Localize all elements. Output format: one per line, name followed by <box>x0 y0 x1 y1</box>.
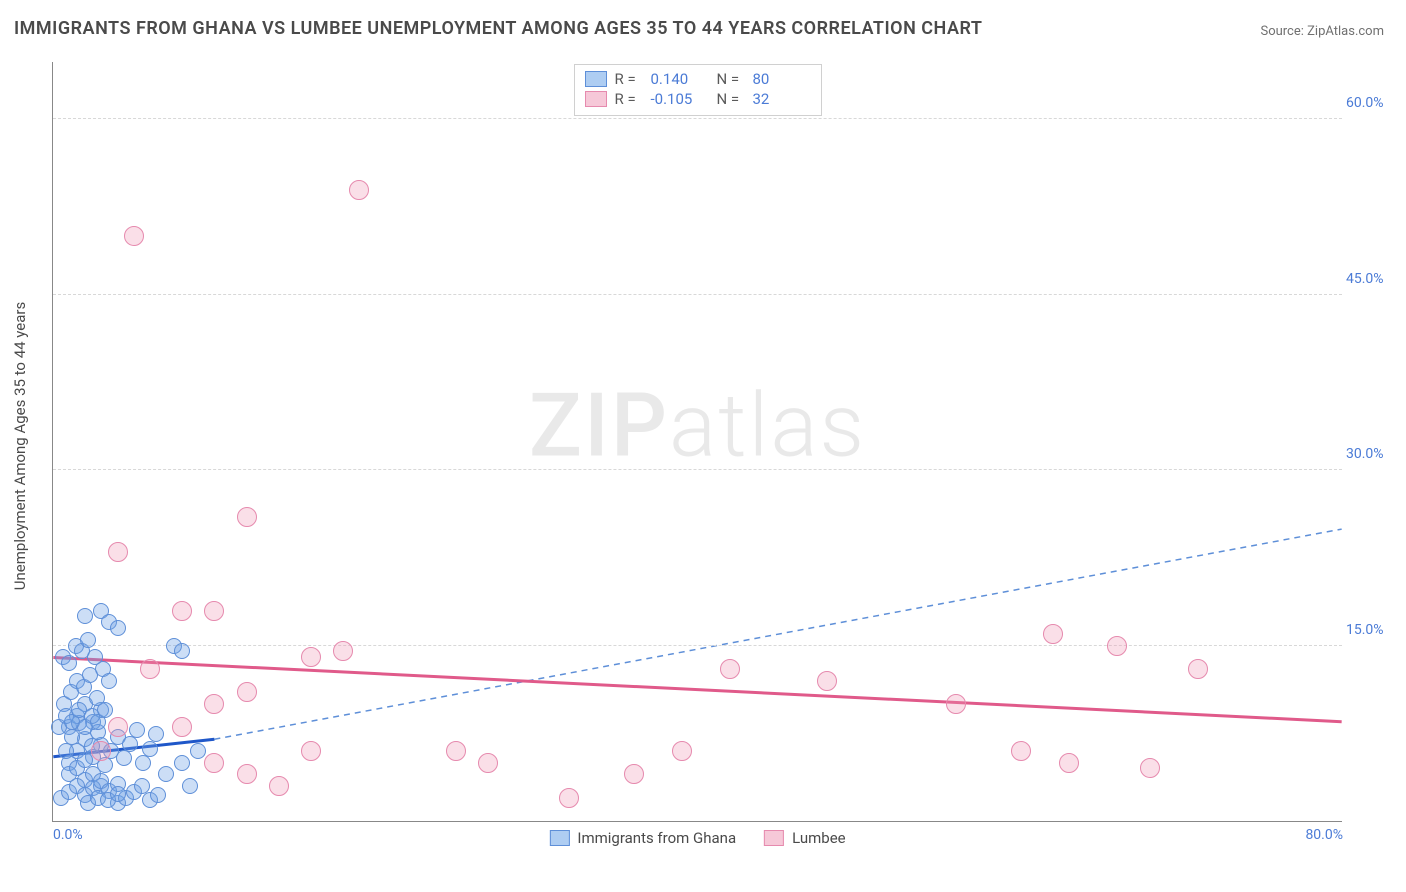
data-point-lumbee <box>301 741 321 761</box>
data-point-ghana <box>110 786 126 802</box>
data-point-lumbee <box>301 647 321 667</box>
legend-R-value: -0.105 <box>651 90 709 108</box>
legend-N-value: 80 <box>753 70 811 88</box>
y-tick-label: 45.0% <box>1346 271 1400 287</box>
source-label: Source: ZipAtlas.com <box>1260 24 1384 39</box>
data-point-lumbee <box>1107 636 1127 656</box>
data-point-ghana <box>148 726 164 742</box>
data-point-ghana <box>110 620 126 636</box>
legend-N-value: 32 <box>753 90 811 108</box>
data-point-lumbee <box>172 717 192 737</box>
data-point-ghana <box>158 766 174 782</box>
legend-N-label: N = <box>717 90 745 108</box>
data-point-lumbee <box>349 180 369 200</box>
data-point-ghana <box>61 655 77 671</box>
legend-label: Lumbee <box>792 829 846 847</box>
data-point-lumbee <box>204 601 224 621</box>
data-point-lumbee <box>559 788 579 808</box>
y-tick-label: 30.0% <box>1346 446 1400 462</box>
data-point-ghana <box>129 722 145 738</box>
legend-swatch-ghana-icon <box>549 830 569 846</box>
y-tick-label: 60.0% <box>1346 95 1400 111</box>
data-point-ghana <box>135 755 151 771</box>
data-point-lumbee <box>1043 624 1063 644</box>
data-point-lumbee <box>237 764 257 784</box>
legend-R-value: 0.140 <box>651 70 709 88</box>
legend-item-ghana: Immigrants from Ghana <box>549 829 736 847</box>
data-point-lumbee <box>624 764 644 784</box>
plot-area: ZIPatlas R =0.140N =80R =-0.105N =32 Imm… <box>52 62 1342 822</box>
data-point-lumbee <box>1188 659 1208 679</box>
y-axis-label: Unemployment Among Ages 35 to 44 years <box>11 302 29 590</box>
data-point-ghana <box>77 752 93 768</box>
data-point-lumbee <box>478 753 498 773</box>
data-point-lumbee <box>269 776 289 796</box>
data-point-ghana <box>101 673 117 689</box>
data-point-lumbee <box>720 659 740 679</box>
correlation-chart: IMMIGRANTS FROM GHANA VS LUMBEE UNEMPLOY… <box>0 0 1406 892</box>
gridline <box>53 294 1342 295</box>
y-tick-label: 15.0% <box>1346 622 1400 638</box>
data-point-lumbee <box>333 641 353 661</box>
data-point-lumbee <box>446 741 466 761</box>
data-point-ghana <box>190 743 206 759</box>
legend-item-lumbee: Lumbee <box>764 829 846 847</box>
data-point-ghana <box>97 702 113 718</box>
data-point-ghana <box>174 755 190 771</box>
x-tick-label: 80.0% <box>1305 827 1343 843</box>
data-point-ghana <box>116 750 132 766</box>
gridline <box>53 469 1342 470</box>
data-point-lumbee <box>172 601 192 621</box>
data-point-lumbee <box>672 741 692 761</box>
legend-swatch-lumbee-icon <box>764 830 784 846</box>
legend-N-label: N = <box>717 70 745 88</box>
data-point-lumbee <box>1059 753 1079 773</box>
trend-lines <box>53 62 1342 821</box>
legend-label: Immigrants from Ghana <box>577 829 736 847</box>
data-point-ghana <box>77 608 93 624</box>
data-point-ghana <box>80 632 96 648</box>
data-point-ghana <box>174 643 190 659</box>
legend-R-label: R = <box>615 90 643 108</box>
legend-swatch-lumbee-icon <box>585 91 607 107</box>
data-point-ghana <box>182 778 198 794</box>
data-point-lumbee <box>204 694 224 714</box>
data-point-ghana <box>142 741 158 757</box>
data-point-lumbee <box>1140 758 1160 778</box>
gridline <box>53 645 1342 646</box>
data-point-lumbee <box>946 694 966 714</box>
chart-title: IMMIGRANTS FROM GHANA VS LUMBEE UNEMPLOY… <box>14 18 982 39</box>
data-point-lumbee <box>108 542 128 562</box>
data-point-ghana <box>58 743 74 759</box>
legend-series: Immigrants from Ghana Lumbee <box>549 829 845 847</box>
legend-swatch-ghana-icon <box>585 71 607 87</box>
data-point-lumbee <box>237 507 257 527</box>
data-point-lumbee <box>237 682 257 702</box>
data-point-lumbee <box>1011 741 1031 761</box>
data-point-ghana <box>122 736 138 752</box>
data-point-ghana <box>87 649 103 665</box>
trend-dashed-ghana <box>214 529 1341 739</box>
data-point-lumbee <box>91 741 111 761</box>
data-point-lumbee <box>124 226 144 246</box>
data-point-lumbee <box>140 659 160 679</box>
legend-correlation-box: R = 0.140 N = 80 R = -0.105 N = 32 <box>574 64 822 116</box>
legend-R-label: R = <box>615 70 643 88</box>
data-point-ghana <box>150 787 166 803</box>
gridline <box>53 118 1342 119</box>
legend-stat-row-ghana: R = 0.140 N = 80 <box>585 69 811 89</box>
data-point-lumbee <box>817 671 837 691</box>
legend-stat-row-lumbee: R = -0.105 N = 32 <box>585 89 811 109</box>
data-point-lumbee <box>204 753 224 773</box>
watermark: ZIPatlas <box>529 375 866 478</box>
x-tick-label: 0.0% <box>53 827 83 843</box>
data-point-lumbee <box>108 717 128 737</box>
